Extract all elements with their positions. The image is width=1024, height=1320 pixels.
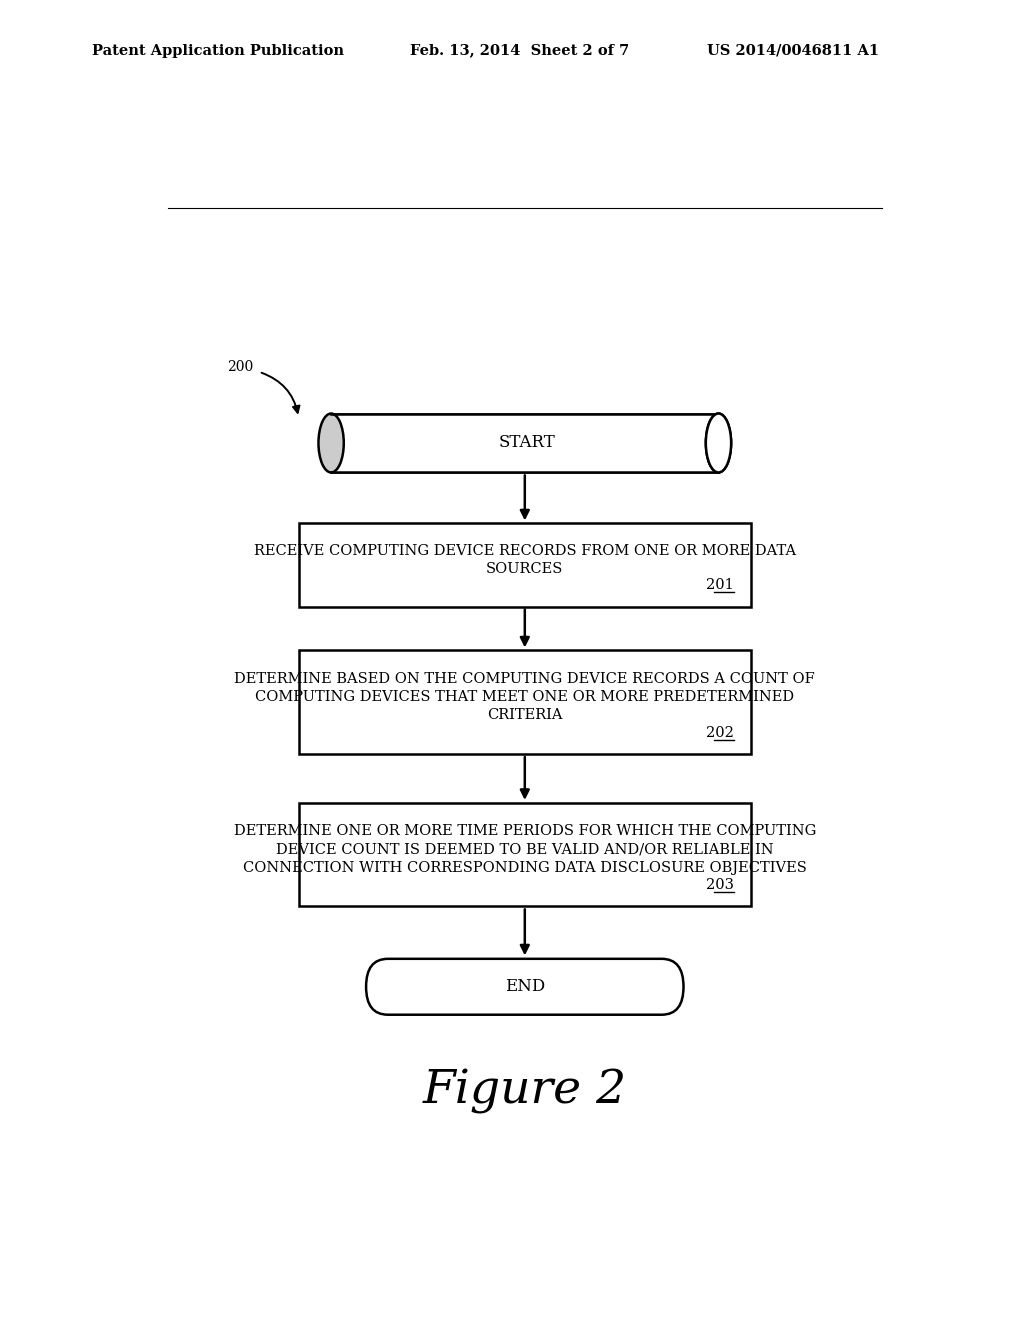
Text: Figure 2: Figure 2: [423, 1069, 627, 1114]
Text: 201: 201: [706, 578, 733, 593]
Ellipse shape: [706, 413, 731, 473]
Text: US 2014/0046811 A1: US 2014/0046811 A1: [707, 44, 879, 58]
Text: END: END: [505, 978, 545, 995]
Bar: [331, 413, 719, 473]
Text: RECEIVE COMPUTING DEVICE RECORDS FROM ONE OR MORE DATA
SOURCES: RECEIVE COMPUTING DEVICE RECORDS FROM ON…: [254, 544, 796, 576]
Text: 200: 200: [227, 360, 254, 374]
Text: 202: 202: [706, 726, 733, 739]
Text: Feb. 13, 2014  Sheet 2 of 7: Feb. 13, 2014 Sheet 2 of 7: [410, 44, 629, 58]
Text: DETERMINE ONE OR MORE TIME PERIODS FOR WHICH THE COMPUTING
DEVICE COUNT IS DEEME: DETERMINE ONE OR MORE TIME PERIODS FOR W…: [233, 824, 816, 875]
Ellipse shape: [318, 413, 344, 473]
FancyBboxPatch shape: [367, 958, 684, 1015]
Text: Patent Application Publication: Patent Application Publication: [92, 44, 344, 58]
Bar: [299, 523, 751, 607]
Ellipse shape: [706, 413, 731, 473]
Text: 203: 203: [706, 878, 733, 892]
Bar: [299, 803, 751, 907]
Bar: [299, 651, 751, 754]
Text: DETERMINE BASED ON THE COMPUTING DEVICE RECORDS A COUNT OF
COMPUTING DEVICES THA: DETERMINE BASED ON THE COMPUTING DEVICE …: [234, 672, 815, 722]
Text: START: START: [499, 434, 556, 451]
